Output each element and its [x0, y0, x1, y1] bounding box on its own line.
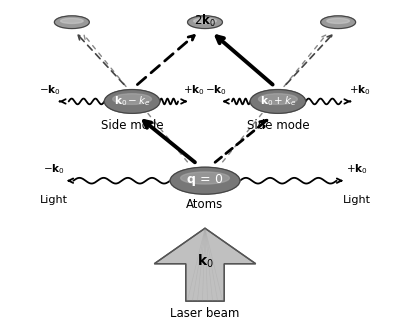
- Text: Light: Light: [342, 195, 370, 205]
- Text: Light: Light: [39, 195, 67, 205]
- Text: $+\mathbf{k}_0$: $+\mathbf{k}_0$: [345, 163, 366, 177]
- Text: Laser beam: Laser beam: [170, 307, 239, 317]
- Ellipse shape: [258, 94, 297, 104]
- Ellipse shape: [170, 167, 239, 194]
- Text: $\mathbf{k}_0+k_e$: $\mathbf{k}_0+k_e$: [259, 94, 296, 108]
- Text: $-\mathbf{k}_0$: $-\mathbf{k}_0$: [43, 163, 64, 177]
- Ellipse shape: [193, 18, 216, 23]
- Text: $2\mathbf{k}_0$: $2\mathbf{k}_0$: [193, 13, 216, 29]
- Ellipse shape: [320, 16, 355, 29]
- Text: $-\mathbf{k}_0$: $-\mathbf{k}_0$: [39, 83, 61, 97]
- Text: Side mode: Side mode: [101, 119, 163, 132]
- Ellipse shape: [187, 16, 222, 29]
- Ellipse shape: [180, 172, 229, 184]
- Text: $+\mathbf{k}_0$: $+\mathbf{k}_0$: [182, 83, 204, 97]
- Ellipse shape: [54, 16, 89, 29]
- Text: $+\mathbf{k}_0$: $+\mathbf{k}_0$: [348, 83, 370, 97]
- Text: $\mathbf{q}\,{=}\,0$: $\mathbf{q}\,{=}\,0$: [186, 172, 223, 188]
- Ellipse shape: [326, 18, 348, 23]
- Text: $\mathbf{k}_0$: $\mathbf{k}_0$: [196, 253, 213, 270]
- Ellipse shape: [61, 18, 83, 23]
- Ellipse shape: [249, 90, 305, 113]
- Text: Side mode: Side mode: [246, 119, 308, 132]
- Ellipse shape: [104, 90, 160, 113]
- Text: Atoms: Atoms: [186, 198, 223, 211]
- Text: $\mathbf{k}_0-k_e$: $\mathbf{k}_0-k_e$: [113, 94, 150, 108]
- Ellipse shape: [112, 94, 151, 104]
- Text: $-\mathbf{k}_0$: $-\mathbf{k}_0$: [204, 83, 227, 97]
- Polygon shape: [154, 228, 255, 301]
